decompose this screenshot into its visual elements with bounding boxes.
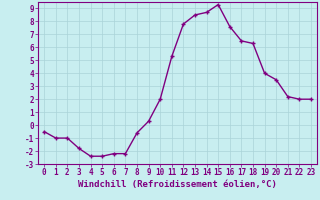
X-axis label: Windchill (Refroidissement éolien,°C): Windchill (Refroidissement éolien,°C) xyxy=(78,180,277,189)
